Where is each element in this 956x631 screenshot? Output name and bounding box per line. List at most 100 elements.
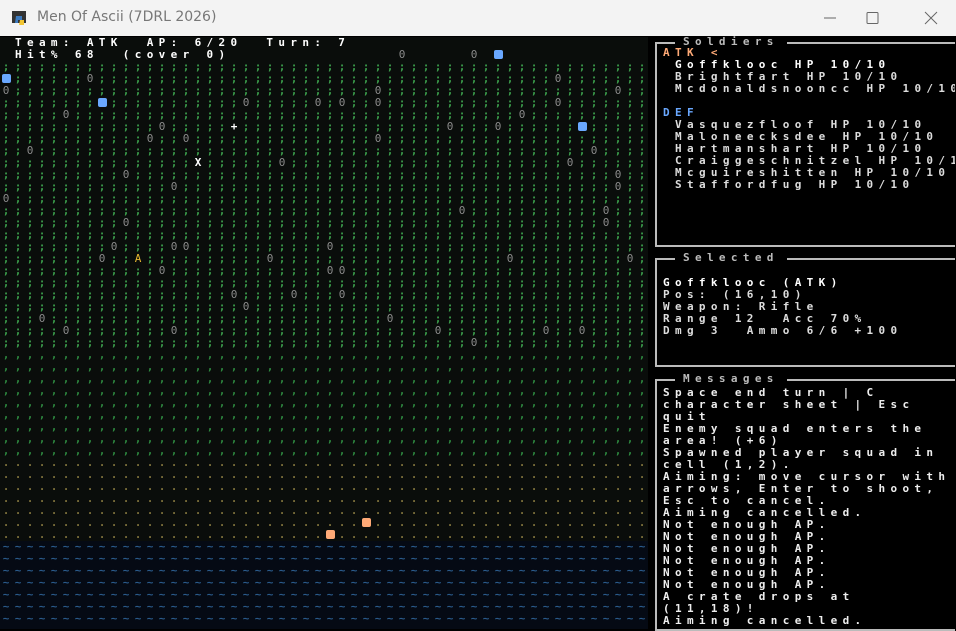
terrain-tile: ; [564,169,576,181]
terrain-tile: ~ [612,625,624,629]
def-soldier[interactable] [492,49,504,61]
terrain-tile: ; [636,241,648,253]
terrain-tile: , [24,349,36,361]
terrain-tile: ; [504,157,516,169]
terrain-tile: , [384,385,396,397]
terrain-tile: , [60,349,72,361]
terrain-tile: ; [252,73,264,85]
terrain-tile: ; [228,217,240,229]
terrain-tile: ; [0,217,12,229]
terrain-tile: , [312,397,324,409]
terrain-tile: ~ [552,625,564,629]
rock-obstacle: 0 [492,121,504,133]
terrain-tile: , [540,385,552,397]
terrain-tile: ; [300,313,312,325]
terrain-tile: , [12,361,24,373]
terrain-tile: ; [276,265,288,277]
terrain-tile: ; [276,325,288,337]
terrain-tile: ; [492,85,504,97]
terrain-tile: ; [444,181,456,193]
terrain-tile: ; [480,241,492,253]
terrain-tile: , [0,397,12,409]
terrain-tile: ; [192,265,204,277]
terrain-tile: ; [12,121,24,133]
terrain-tile: ; [528,97,540,109]
terrain-tile: ; [624,181,636,193]
message-line: cell (1,2). [663,459,955,471]
terrain-tile: ; [516,121,528,133]
terrain-tile: ; [576,61,588,73]
terrain-tile: ; [84,277,96,289]
terrain-tile: ; [468,205,480,217]
terrain-tile: ; [384,337,396,349]
terrain-tile: ; [444,193,456,205]
game-map[interactable]: 0 0;;;;;;;;;;;;;;;;;;;;;;;;;;;;;;;;;;;;;;… [0,37,648,629]
selected-soldier[interactable]: A [132,253,144,265]
terrain-tile: ; [564,97,576,109]
terrain-tile: ; [324,253,336,265]
terrain-tile: ~ [180,625,192,629]
terrain-tile: , [84,373,96,385]
terrain-tile: ; [24,289,36,301]
terrain-tile: ; [396,217,408,229]
terrain-tile: ; [432,313,444,325]
terrain-tile: ; [600,73,612,85]
terrain-tile: ; [0,133,12,145]
terrain-tile: , [288,373,300,385]
terrain-tile: ; [372,241,384,253]
minimize-button[interactable] [818,0,864,36]
terrain-tile: ; [420,241,432,253]
def-soldier[interactable] [0,73,12,85]
terrain-tile: , [96,409,108,421]
soldier-entry: Mcdonaldsnooncc HP 10/10 [663,83,955,95]
terrain-tile: ; [156,85,168,97]
terrain-tile: , [168,409,180,421]
terrain-tile: , [240,385,252,397]
terrain-tile: , [192,373,204,385]
terrain-tile: , [180,409,192,421]
terrain-tile: ; [216,289,228,301]
rock-obstacle: 0 [0,85,12,97]
terrain-tile: ; [180,301,192,313]
terrain-tile: , [600,361,612,373]
terrain-tile: ; [528,337,540,349]
terrain-tile: , [516,373,528,385]
terrain-tile: ; [360,121,372,133]
terrain-tile: , [72,385,84,397]
terrain-tile: ; [192,193,204,205]
terrain-tile: ; [624,73,636,85]
terrain-tile: ; [24,61,36,73]
terrain-tile: , [444,373,456,385]
terrain-tile: ; [336,337,348,349]
def-soldier[interactable] [96,97,108,109]
terrain-tile: ; [252,313,264,325]
terrain-tile: ~ [192,625,204,629]
messages-title: Messages [675,373,787,385]
terrain-tile: , [228,349,240,361]
terrain-tile: ; [108,253,120,265]
terrain-tile: ; [48,337,60,349]
terrain-tile: ; [264,325,276,337]
terrain-tile: ; [420,217,432,229]
terrain-tile: ; [444,217,456,229]
terrain-tile: , [276,361,288,373]
terrain-tile: , [228,385,240,397]
terrain-tile: ; [348,277,360,289]
terrain-tile: ; [96,217,108,229]
rock-obstacle: 0 [432,325,444,337]
maximize-button[interactable] [849,0,895,36]
terrain-tile: ; [48,157,60,169]
terrain-tile: ; [636,61,648,73]
terrain-tile: ; [24,85,36,97]
terrain-tile: , [300,409,312,421]
terrain-tile: ; [48,253,60,265]
close-button[interactable] [905,0,951,36]
terrain-tile: , [228,409,240,421]
terrain-tile: ; [48,265,60,277]
terrain-tile: ; [432,133,444,145]
terrain-tile: ; [156,313,168,325]
terrain-tile: ; [612,109,624,121]
message-line: Aiming cancelled. [663,615,955,627]
terrain-tile: ; [0,277,12,289]
def-soldier[interactable] [576,121,588,133]
